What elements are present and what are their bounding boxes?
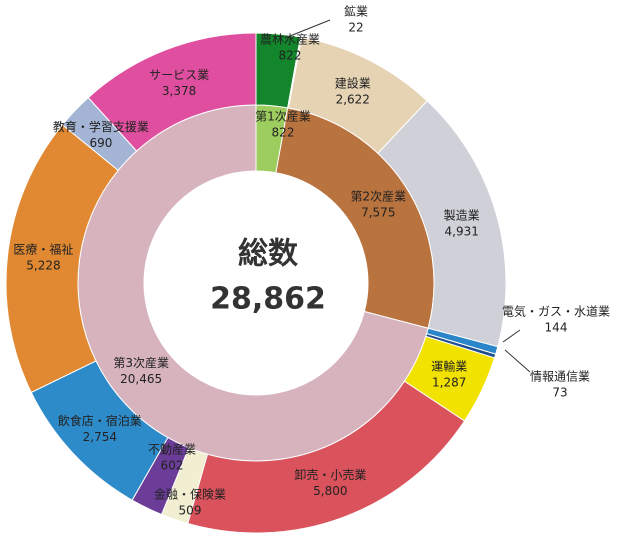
inner-value-label: 822 [272, 126, 295, 140]
outer-category-label: 金融・保険業 [154, 487, 226, 502]
leader-line [504, 349, 531, 373]
outer-value-label: 4,931 [445, 224, 479, 238]
leader-line [502, 329, 521, 343]
inner-category-label: 第3次産業 [113, 355, 169, 370]
outer-segment [87, 32, 257, 152]
outer-value-label: 5,800 [313, 484, 347, 498]
outer-value-label: 509 [179, 504, 202, 518]
outer-category-label: 製造業 [444, 208, 480, 222]
outer-category-label: 運輸業 [431, 359, 467, 374]
inner-category-label: 第1次産業 [255, 109, 311, 124]
outer-value-label: 5,228 [26, 259, 60, 273]
outer-category-label: 教育・学習支援業 [53, 119, 149, 134]
outer-value-label: 1,287 [432, 376, 466, 390]
total-label: 28,862 [210, 282, 326, 317]
inner-value-label: 7,575 [361, 206, 395, 220]
outer-value-label: 602 [161, 459, 184, 473]
inner-value-label: 20,465 [120, 372, 162, 386]
leader-line [284, 19, 331, 39]
outer-value-label: 822 [279, 49, 302, 63]
outer-value-label: 2,622 [336, 93, 370, 107]
outer-value-label: 2,754 [83, 430, 117, 444]
outer-category-label: 情報通信業 [530, 370, 590, 384]
outer-category-label: 不動産業 [148, 442, 196, 457]
inner-category-label: 第2次産業 [350, 189, 406, 204]
outer-category-label: サービス業 [149, 68, 209, 82]
chart-title: 総数 [238, 237, 299, 272]
outer-category-label: 電気・ガス・水道業 [502, 304, 610, 319]
outer-value-label: 690 [89, 136, 112, 150]
outer-category-label: 建設業 [335, 76, 371, 91]
outer-category-label: 卸売・小売業 [294, 467, 366, 482]
outer-category-label: 飲食店・宿泊業 [58, 413, 142, 428]
outer-value-label: 3,378 [162, 84, 196, 98]
outer-category-label: 農林水産業 [260, 32, 320, 47]
outer-value-label: 22 [348, 21, 363, 35]
outer-value-label: 144 [545, 321, 568, 335]
outer-category-label: 鉱業 [344, 4, 368, 19]
outer-value-label: 73 [552, 386, 567, 400]
outer-category-label: 医療・福祉 [13, 242, 73, 257]
